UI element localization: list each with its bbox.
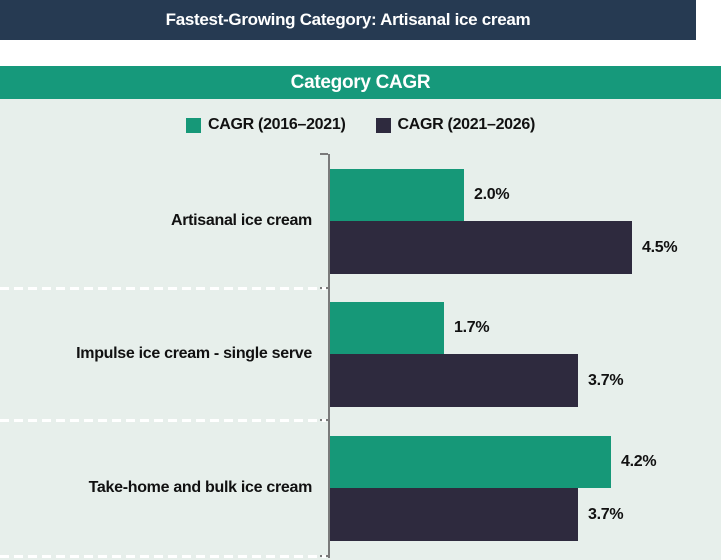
slide-header-banner: Fastest-Growing Category: Artisanal ice …: [0, 0, 696, 40]
axis-tick: [320, 153, 328, 155]
legend-item-cagr-2016-2021: CAGR (2016–2021): [186, 116, 346, 134]
bar-series-1-cat-1: [330, 354, 578, 407]
chart-title-bar: Category CAGR: [0, 66, 721, 99]
value-label: 1.7%: [454, 319, 490, 336]
chart-title: Category CAGR: [290, 71, 431, 93]
category-label: Artisanal ice cream: [170, 212, 312, 229]
separator-line: [0, 287, 326, 290]
bar-series-0-cat-1: [330, 302, 444, 354]
category-label: Impulse ice cream - single serve: [76, 345, 312, 362]
slide-header-title: Fastest-Growing Category: Artisanal ice …: [165, 10, 531, 29]
separator-line: [0, 555, 326, 558]
legend-label-cagr-2021-2026: CAGR (2021–2026): [397, 116, 536, 133]
legend-label-cagr-2016-2021: CAGR (2016–2021): [208, 116, 346, 133]
value-label: 3.7%: [588, 371, 624, 389]
separator-line: [0, 419, 326, 422]
bar-series-1-cat-0: [330, 221, 632, 274]
bar-series-0-cat-0: [330, 169, 464, 221]
value-label: 4.2%: [621, 453, 657, 470]
value-label: 3.7%: [588, 505, 624, 523]
value-label: 2.0%: [474, 186, 510, 203]
legend: CAGR (2016–2021) CAGR (2021–2026): [0, 116, 721, 134]
category-label: Take-home and bulk ice cream: [88, 479, 313, 496]
bar-series-1-cat-2: [330, 488, 578, 541]
bar-series-0-cat-2: [330, 436, 611, 488]
legend-swatch-teal-icon: [186, 117, 201, 133]
legend-swatch-dark-icon: [375, 117, 391, 133]
value-label: 4.5%: [642, 238, 678, 256]
legend-item-cagr-2021-2026: CAGR (2021–2026): [375, 116, 536, 134]
y-axis-line: [328, 154, 330, 558]
